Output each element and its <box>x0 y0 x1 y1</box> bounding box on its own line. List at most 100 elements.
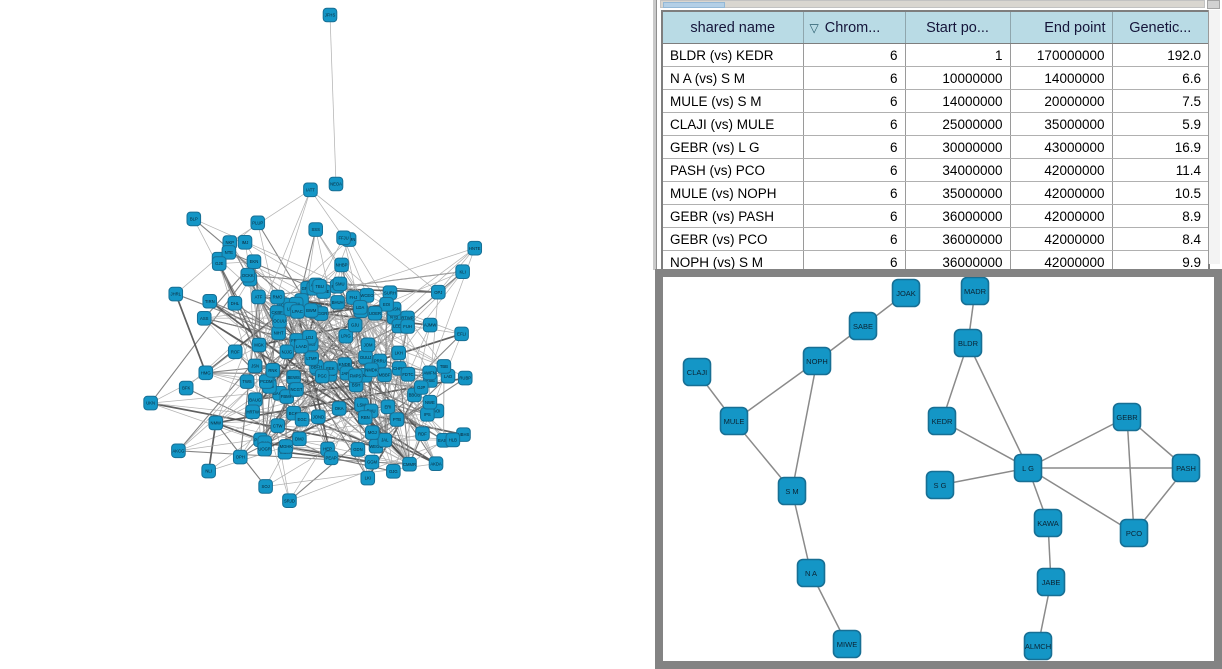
network-edge[interactable] <box>791 360 818 492</box>
table-row[interactable]: GEBR (vs) PCO 6 36000000 42000000 8.4 <box>662 227 1210 251</box>
network-node[interactable] <box>360 470 376 486</box>
network-edge[interactable] <box>310 310 331 369</box>
network-edge[interactable] <box>1027 467 1135 534</box>
network-node-noph[interactable] <box>802 346 832 376</box>
network-edge[interactable] <box>174 293 207 374</box>
network-node[interactable] <box>380 399 396 415</box>
table-row[interactable]: PASH (vs) PCO 6 34000000 42000000 11.4 <box>662 158 1210 182</box>
network-node-pash[interactable] <box>1171 453 1201 483</box>
network-node[interactable] <box>415 426 430 441</box>
network-edge[interactable] <box>150 402 265 444</box>
table-row[interactable]: MULE (vs) S M 6 14000000 20000000 7.5 <box>662 89 1210 113</box>
network-edge[interactable] <box>398 326 415 396</box>
network-node-joak[interactable] <box>891 278 921 308</box>
network-node[interactable] <box>367 305 383 321</box>
network-node-sabe[interactable] <box>848 311 878 341</box>
network-node[interactable] <box>247 358 263 374</box>
subnetwork-canvas[interactable]: JOAK MADR SABE BLDR NOPH CLAJI MULE KEDR GEBR L G… <box>663 277 1214 661</box>
network-node[interactable] <box>389 412 405 427</box>
network-node[interactable] <box>436 359 452 374</box>
network-node[interactable] <box>240 267 256 283</box>
network-node[interactable] <box>239 374 255 389</box>
network-node[interactable] <box>422 365 437 381</box>
network-node[interactable] <box>454 326 469 342</box>
network-node[interactable] <box>455 264 470 279</box>
network-edge[interactable] <box>207 422 217 472</box>
network-node[interactable] <box>467 240 483 256</box>
network-node[interactable] <box>336 230 351 246</box>
network-node[interactable] <box>294 412 310 427</box>
network-edge[interactable] <box>939 467 1029 486</box>
network-node-n-a[interactable] <box>796 558 826 588</box>
network-node[interactable] <box>348 368 363 384</box>
network-node[interactable] <box>258 479 273 494</box>
table-row[interactable]: NOPH (vs) S M 6 36000000 42000000 9.9 <box>662 250 1210 275</box>
network-node[interactable] <box>402 456 417 472</box>
network-edge[interactable] <box>209 300 366 419</box>
network-node[interactable] <box>422 317 438 333</box>
network-node[interactable] <box>322 7 338 23</box>
network-node[interactable] <box>198 365 214 381</box>
network-edge[interactable] <box>1126 416 1135 534</box>
column-header-start-po-[interactable]: Start po... <box>905 11 1011 44</box>
network-edge[interactable] <box>293 376 410 465</box>
network-node[interactable] <box>196 310 212 326</box>
network-edge[interactable] <box>229 189 311 243</box>
table-row[interactable]: BLDR (vs) KEDR 6 1 170000000 192.0 <box>662 43 1210 67</box>
network-node[interactable] <box>331 401 347 416</box>
network-node[interactable] <box>377 432 393 448</box>
network-node[interactable] <box>364 454 380 470</box>
network-edge[interactable] <box>384 326 409 441</box>
network-node[interactable] <box>168 286 184 302</box>
network-node-gebr[interactable] <box>1112 402 1142 432</box>
network-node[interactable] <box>400 319 415 334</box>
table-row[interactable]: GEBR (vs) PASH 6 36000000 42000000 8.9 <box>662 204 1210 228</box>
network-edge[interactable] <box>323 291 331 369</box>
network-edge[interactable] <box>285 446 410 465</box>
network-node[interactable] <box>303 182 318 198</box>
network-edge[interactable] <box>359 307 410 465</box>
network-edge[interactable] <box>301 419 359 450</box>
network-edge[interactable] <box>185 239 350 389</box>
network-node-jabe[interactable] <box>1036 567 1066 597</box>
network-node-madr[interactable] <box>960 277 990 306</box>
network-edge[interactable] <box>265 368 331 487</box>
network-node-pco[interactable] <box>1119 518 1149 548</box>
network-node[interactable] <box>386 464 401 479</box>
network-node[interactable] <box>347 317 363 333</box>
column-header-shared-name[interactable]: shared name <box>662 11 804 44</box>
network-edge[interactable] <box>329 14 337 185</box>
network-node[interactable] <box>357 410 373 425</box>
horizontal-scrollbar[interactable] <box>660 0 1205 8</box>
column-header-chrom-[interactable]: ▽ Chrom... <box>803 11 906 44</box>
network-edge[interactable] <box>254 189 311 367</box>
network-edge[interactable] <box>331 457 394 472</box>
network-node[interactable] <box>312 278 327 294</box>
table-row[interactable]: GEBR (vs) L G 6 30000000 43000000 16.9 <box>662 135 1210 159</box>
network-node[interactable] <box>257 441 272 457</box>
network-edge[interactable] <box>178 419 398 452</box>
network-edge[interactable] <box>1027 416 1128 469</box>
network-node[interactable] <box>352 300 368 315</box>
network-edge[interactable] <box>193 218 387 305</box>
vertical-scrollbar[interactable] <box>1208 10 1220 264</box>
network-node[interactable] <box>250 215 266 231</box>
network-node[interactable] <box>294 338 309 354</box>
table-row[interactable]: N A (vs) S M 6 10000000 14000000 6.6 <box>662 66 1210 90</box>
network-edge[interactable] <box>215 386 270 424</box>
scrollbar-corner-button[interactable] <box>1207 0 1220 9</box>
network-node[interactable] <box>270 418 285 433</box>
network-edge[interactable] <box>357 368 400 450</box>
network-node[interactable] <box>270 289 285 305</box>
network-node[interactable] <box>332 276 348 292</box>
network-node[interactable] <box>208 415 224 431</box>
network-node[interactable] <box>282 493 297 508</box>
network-edge[interactable] <box>175 293 279 334</box>
network-node[interactable] <box>221 245 237 260</box>
network-node[interactable] <box>338 328 354 344</box>
network-node-mule[interactable] <box>719 406 749 436</box>
network-edge[interactable] <box>426 292 439 415</box>
network-node[interactable] <box>292 431 307 447</box>
network-node-kedr[interactable] <box>927 406 957 436</box>
network-node[interactable] <box>201 463 216 479</box>
